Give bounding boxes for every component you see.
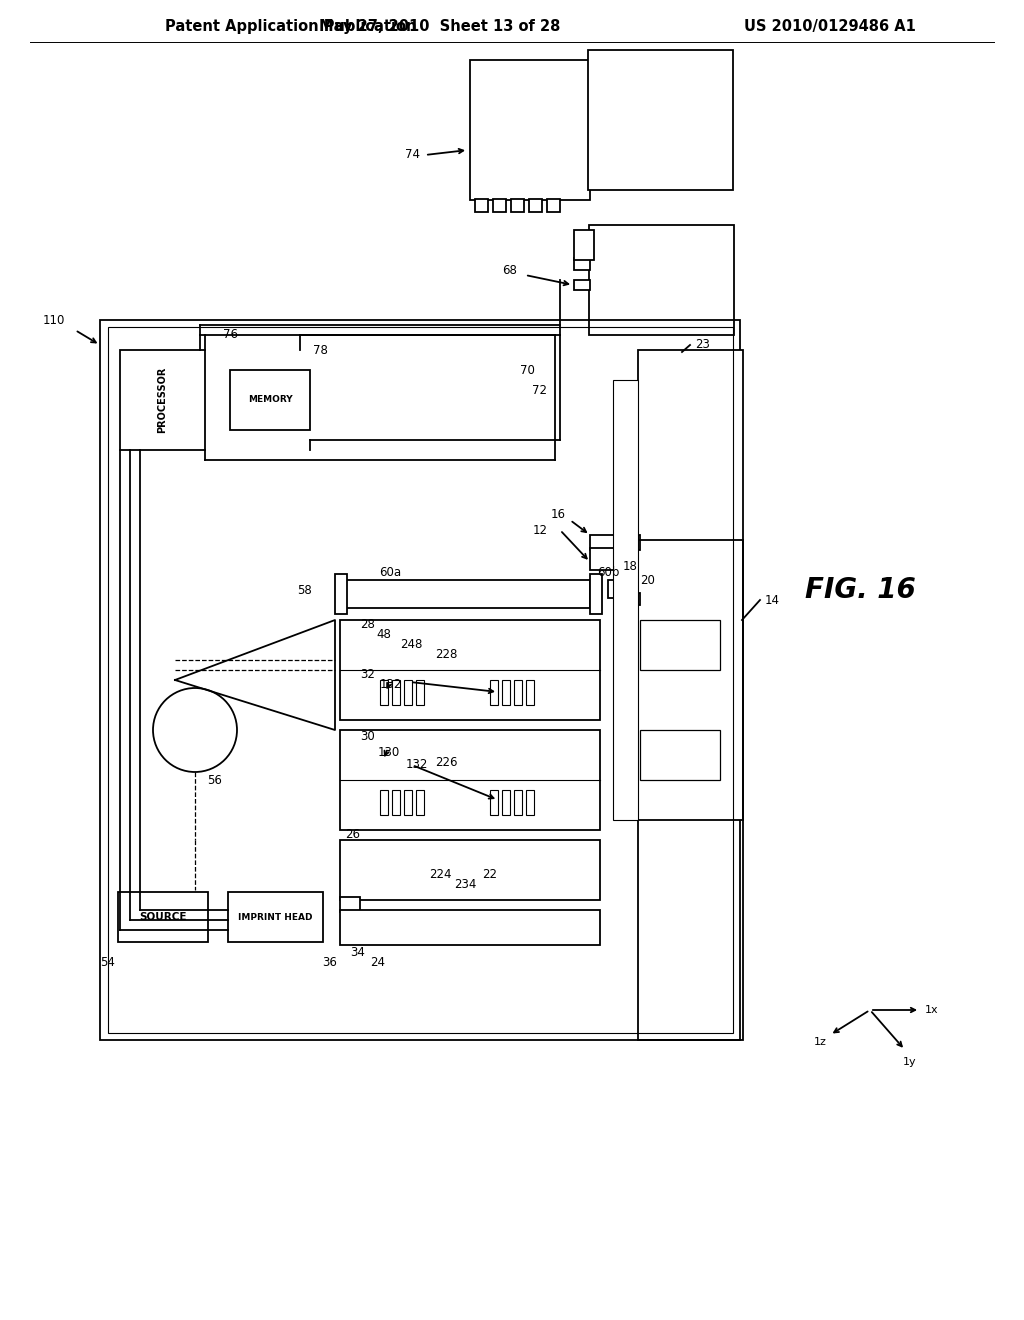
Text: 228: 228 xyxy=(435,648,458,661)
Text: IMPRINT HEAD: IMPRINT HEAD xyxy=(238,912,312,921)
Text: 60b: 60b xyxy=(597,566,620,579)
Text: 78: 78 xyxy=(312,343,328,356)
Bar xyxy=(638,350,743,820)
Bar xyxy=(416,680,424,705)
Bar xyxy=(574,230,594,260)
Text: 54: 54 xyxy=(100,956,116,969)
Bar xyxy=(380,789,388,814)
Bar xyxy=(574,257,590,271)
Bar xyxy=(588,50,733,190)
Text: 130: 130 xyxy=(378,746,400,759)
Bar xyxy=(230,370,310,430)
Bar xyxy=(335,574,347,614)
Bar xyxy=(574,280,590,290)
Text: 48: 48 xyxy=(376,628,391,642)
Bar xyxy=(475,199,488,213)
Text: 110: 110 xyxy=(43,314,65,326)
Bar xyxy=(608,579,638,598)
Bar xyxy=(340,579,590,609)
Text: 12: 12 xyxy=(534,524,548,536)
Text: 226: 226 xyxy=(435,755,458,768)
Bar xyxy=(514,680,522,705)
Bar xyxy=(228,892,323,942)
Bar xyxy=(502,680,510,705)
Text: 56: 56 xyxy=(208,774,222,787)
Bar xyxy=(590,574,602,614)
Bar xyxy=(100,319,740,1040)
Bar xyxy=(640,620,720,671)
Bar xyxy=(340,730,600,830)
Text: SOURCE: SOURCE xyxy=(139,912,186,921)
Bar xyxy=(416,789,424,814)
Bar xyxy=(120,350,205,450)
Text: 74: 74 xyxy=(406,149,420,161)
Bar xyxy=(511,199,524,213)
Text: Patent Application Publication: Patent Application Publication xyxy=(165,20,417,34)
Bar xyxy=(547,199,560,213)
Text: 1x: 1x xyxy=(926,1005,939,1015)
Bar xyxy=(529,199,542,213)
Text: 28: 28 xyxy=(360,619,375,631)
Text: 34: 34 xyxy=(350,945,366,958)
Text: 70: 70 xyxy=(520,363,535,376)
Text: 68: 68 xyxy=(503,264,517,276)
Text: 1y: 1y xyxy=(903,1057,916,1067)
Text: 132: 132 xyxy=(380,678,402,692)
Text: FIG. 16: FIG. 16 xyxy=(805,576,915,605)
Text: 23: 23 xyxy=(695,338,710,351)
Text: 224: 224 xyxy=(429,869,452,882)
Bar xyxy=(404,680,412,705)
Text: 26: 26 xyxy=(345,829,360,842)
Text: 32: 32 xyxy=(360,668,375,681)
Bar xyxy=(620,593,640,605)
Bar xyxy=(380,680,388,705)
Bar xyxy=(340,898,360,912)
Text: May 27, 2010  Sheet 13 of 28: May 27, 2010 Sheet 13 of 28 xyxy=(319,20,561,34)
Bar xyxy=(589,224,734,335)
Text: 20: 20 xyxy=(640,573,655,586)
Bar xyxy=(490,680,498,705)
Text: 22: 22 xyxy=(482,869,498,882)
Text: 72: 72 xyxy=(532,384,547,396)
Text: PROCESSOR: PROCESSOR xyxy=(157,367,167,433)
Polygon shape xyxy=(175,620,335,730)
Text: 1z: 1z xyxy=(813,1038,826,1047)
Bar xyxy=(514,789,522,814)
Bar xyxy=(493,199,506,213)
Bar xyxy=(404,789,412,814)
Bar xyxy=(490,789,498,814)
Text: 248: 248 xyxy=(400,639,422,652)
Bar xyxy=(526,789,534,814)
Bar xyxy=(340,909,600,945)
Text: MEMORY: MEMORY xyxy=(248,396,292,404)
Bar xyxy=(392,789,400,814)
Bar xyxy=(502,789,510,814)
Bar xyxy=(340,840,600,900)
Text: 24: 24 xyxy=(371,956,385,969)
Bar xyxy=(340,620,600,719)
Text: 36: 36 xyxy=(323,956,338,969)
Bar xyxy=(590,548,620,570)
Bar xyxy=(590,535,640,550)
Text: 16: 16 xyxy=(551,508,566,521)
Bar xyxy=(470,59,590,201)
Text: 60a: 60a xyxy=(379,565,401,578)
Bar xyxy=(613,380,638,820)
Text: 58: 58 xyxy=(298,583,312,597)
Text: 234: 234 xyxy=(454,879,476,891)
Bar xyxy=(108,327,733,1034)
Text: 132: 132 xyxy=(406,759,428,771)
Bar xyxy=(640,730,720,780)
Bar xyxy=(526,680,534,705)
Bar xyxy=(392,680,400,705)
Text: 14: 14 xyxy=(765,594,780,606)
Text: 76: 76 xyxy=(222,329,238,342)
Bar xyxy=(118,892,208,942)
Bar xyxy=(638,540,743,1040)
Text: 18: 18 xyxy=(623,561,638,573)
Text: 30: 30 xyxy=(360,730,375,743)
Text: US 2010/0129486 A1: US 2010/0129486 A1 xyxy=(744,20,915,34)
